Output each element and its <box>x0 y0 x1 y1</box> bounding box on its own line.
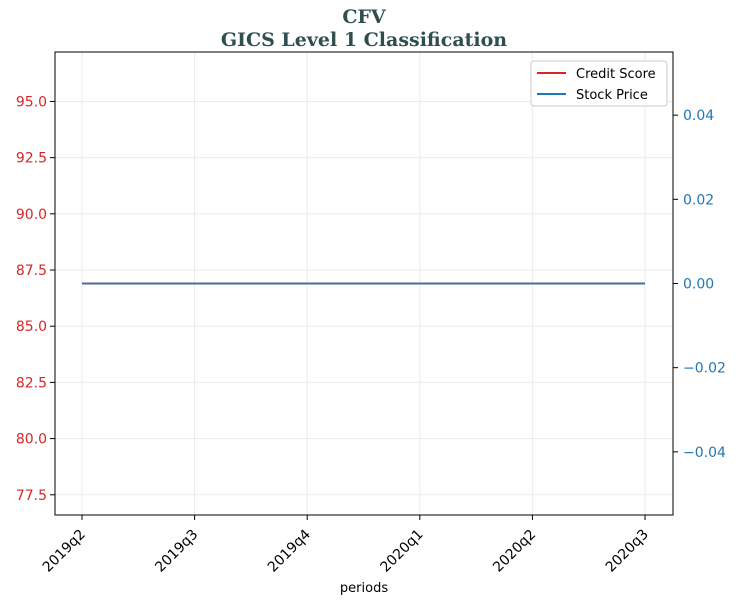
legend-label-credit-score: Credit Score <box>576 67 656 82</box>
chart-subtitle: GICS Level 1 Classification <box>221 29 507 51</box>
right-tick-label: 0.04 <box>683 108 714 124</box>
x-tick-label: 2019q3 <box>152 527 201 576</box>
left-tick-label: 92.5 <box>16 151 47 167</box>
x-tick-label: 2020q2 <box>490 527 539 576</box>
left-tick-label: 85.0 <box>16 319 47 335</box>
right-tick-label: 0.02 <box>683 192 714 208</box>
right-axis: −0.04 −0.02 0.00 0.02 0.04 <box>673 108 726 461</box>
left-tick-label: 77.5 <box>16 488 47 504</box>
right-tick-label: −0.02 <box>683 361 726 377</box>
x-tick-label: 2020q3 <box>603 527 652 576</box>
x-axis-label: periods <box>340 581 388 596</box>
left-axis: 77.5 80.0 82.5 85.0 87.5 90.0 92.5 95.0 <box>16 94 55 504</box>
chart-title: CFV <box>342 6 387 28</box>
left-tick-label: 82.5 <box>16 375 47 391</box>
right-tick-label: 0.00 <box>683 277 714 293</box>
x-axis: 2019q2 2019q3 2019q4 2020q1 2020q2 2020q3 <box>40 515 652 576</box>
x-tick-label: 2019q2 <box>40 527 89 576</box>
left-tick-label: 95.0 <box>16 94 47 110</box>
left-tick-label: 87.5 <box>16 263 47 279</box>
left-tick-label: 80.0 <box>16 432 47 448</box>
x-tick-label: 2020q1 <box>378 527 427 576</box>
legend-label-stock-price: Stock Price <box>576 88 648 103</box>
legend: Credit Score Stock Price <box>530 60 668 107</box>
x-tick-label: 2019q4 <box>265 526 314 575</box>
right-tick-label: −0.04 <box>683 445 726 461</box>
left-tick-label: 90.0 <box>16 207 47 223</box>
